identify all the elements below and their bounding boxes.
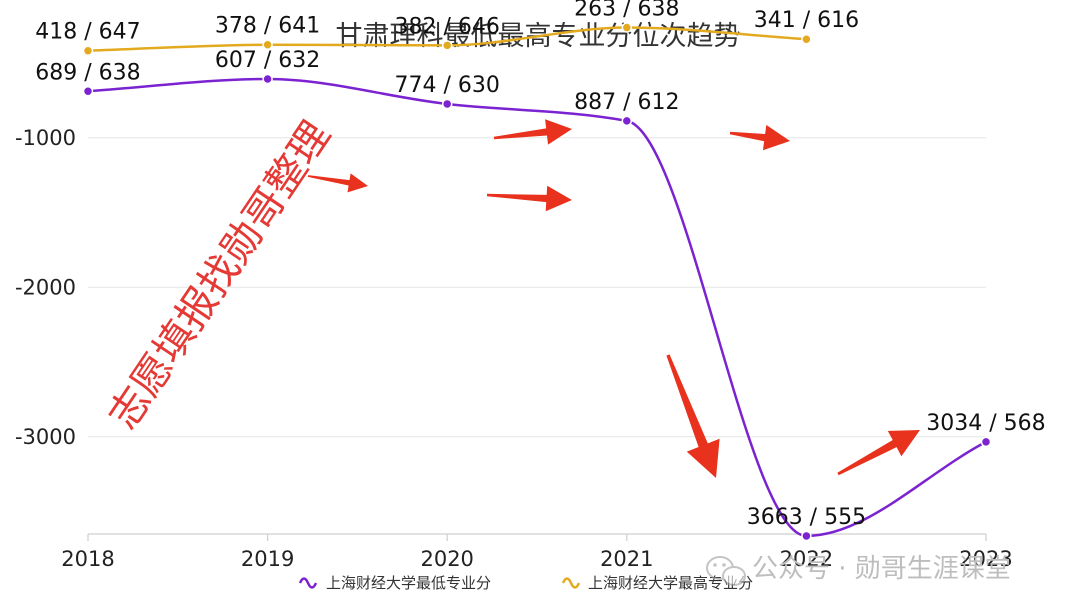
- red-arrow: [729, 124, 790, 151]
- grid-lines: [88, 137, 986, 438]
- data-label: 774 / 630: [395, 73, 500, 98]
- x-tick-label: 2023: [959, 547, 1012, 571]
- data-point[interactable]: [621, 115, 633, 127]
- wechat-badge-text: 公众号 · 勋哥生涯课堂: [752, 554, 1011, 584]
- data-label: 418 / 647: [35, 20, 140, 45]
- x-tick-label: 2019: [241, 547, 294, 571]
- legend-swatch-max: [561, 577, 581, 589]
- legend-item-max[interactable]: 上海财经大学最高专业分: [561, 574, 753, 592]
- series-max: 418 / 647 378 / 641 382 / 646 263 / 638 341 …: [35, 0, 859, 56]
- data-point[interactable]: [441, 40, 453, 51]
- x-tick-label: 2021: [600, 547, 653, 571]
- y-tick-label: -3000: [15, 425, 76, 449]
- red-arrow: [666, 354, 720, 478]
- red-arrow: [837, 430, 920, 476]
- data-label: 378 / 641: [215, 14, 320, 39]
- data-label: 3663 / 555: [747, 505, 866, 530]
- data-point[interactable]: [82, 86, 94, 97]
- data-point[interactable]: [262, 73, 273, 85]
- wechat-badge: 公众号 · 勋哥生涯课堂: [706, 554, 1011, 586]
- data-label: 3034 / 568: [926, 411, 1045, 436]
- data-point[interactable]: [441, 98, 453, 110]
- data-label: 689 / 638: [35, 60, 140, 85]
- y-tick-label: -1000: [15, 126, 76, 150]
- x-tick-label: 2020: [420, 547, 473, 571]
- data-label: 607 / 632: [215, 48, 320, 73]
- red-arrow: [493, 119, 572, 145]
- x-tick-label: 2018: [61, 547, 114, 571]
- red-arrow: [486, 185, 572, 212]
- data-label: 263 / 638: [574, 0, 679, 22]
- data-label: 887 / 612: [574, 90, 679, 115]
- data-point[interactable]: [262, 39, 273, 50]
- data-point[interactable]: [621, 22, 633, 33]
- data-point[interactable]: [980, 436, 992, 448]
- y-tick-label: -2000: [15, 275, 76, 299]
- y-axis: -1000 -2000 -3000: [15, 126, 76, 449]
- legend-label-max: 上海财经大学最高专业分: [588, 574, 753, 592]
- data-label: 341 / 616: [754, 8, 859, 33]
- watermark-text: 志愿填报找勋哥整理: [100, 113, 339, 437]
- legend-label-min: 上海财经大学最低专业分: [326, 574, 491, 592]
- data-point[interactable]: [82, 45, 94, 56]
- x-axis: 2018 2019 2020 2021 2022 2023: [61, 533, 1013, 571]
- data-point[interactable]: [801, 530, 812, 542]
- series-layer: 689 / 638 607 / 632 774 / 630 887 / 612 3663…: [35, 0, 1046, 542]
- red-arrow: [307, 173, 368, 193]
- data-label: 382 / 646: [395, 14, 500, 39]
- legend-swatch-min: [298, 577, 318, 589]
- legend: 上海财经大学最低专业分 上海财经大学最高专业分: [298, 574, 753, 592]
- wechat-icon: [706, 556, 746, 586]
- series-min: 689 / 638 607 / 632 774 / 630 887 / 612 3663…: [35, 48, 1046, 542]
- annotation-arrows: [307, 119, 920, 478]
- data-point[interactable]: [801, 33, 812, 45]
- legend-item-min[interactable]: 上海财经大学最低专业分: [298, 574, 491, 592]
- x-tick-label: 2022: [780, 547, 833, 571]
